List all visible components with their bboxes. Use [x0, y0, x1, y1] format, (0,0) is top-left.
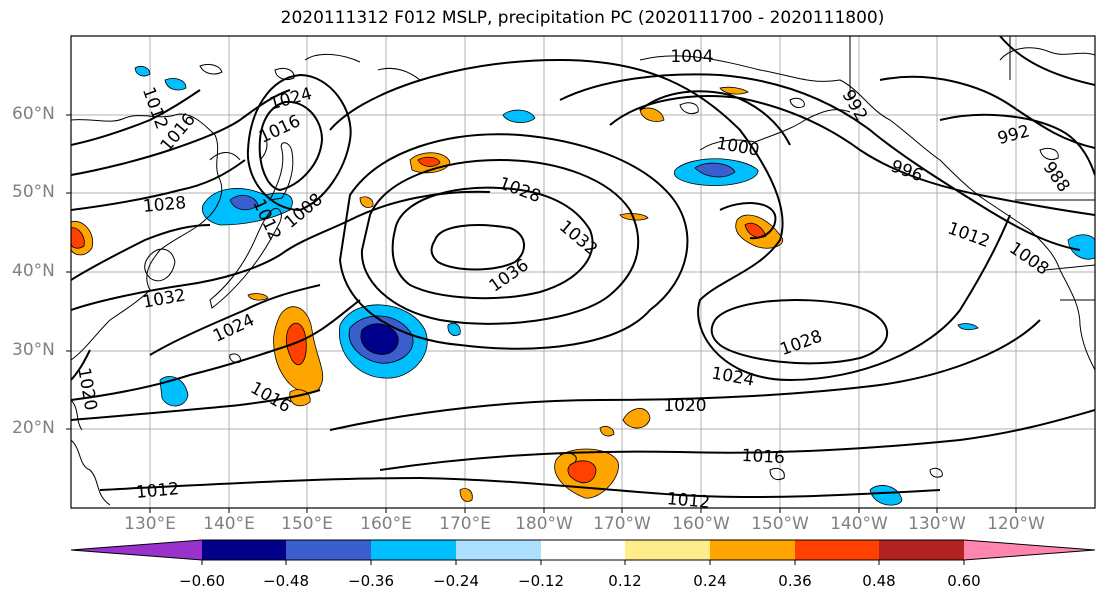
lat-label: 40°N	[12, 261, 55, 281]
colorbar-tick-label: 0.48	[862, 572, 896, 590]
colorbar-segments	[71, 540, 1095, 560]
colorbar-tick-label: −0.12	[518, 572, 564, 590]
colorbar-segment	[795, 540, 879, 560]
small-contours	[199, 63, 1059, 481]
isobars	[71, 36, 1095, 499]
isobar-label: 1012	[666, 489, 711, 513]
colorbar-segment	[456, 540, 541, 560]
colorbar-segment	[879, 540, 964, 560]
lon-label: 130°W	[908, 514, 966, 534]
isobar-label: 1004	[670, 47, 713, 67]
colorbar-segment	[541, 540, 625, 560]
colorbar-ticks	[201, 560, 965, 565]
lon-label: 150°E	[281, 514, 333, 534]
colorbar-tick-label: −0.48	[263, 572, 309, 590]
colorbar-segment	[371, 540, 456, 560]
isobar-label: 1012	[135, 479, 180, 503]
colorbar-segment	[964, 540, 1095, 560]
lon-label: 140°E	[203, 514, 255, 534]
colorbar-segment	[286, 540, 371, 560]
colorbar-tick-label: 0.24	[693, 572, 727, 590]
isobar-label: 1020	[663, 396, 706, 416]
lat-label: 20°N	[12, 418, 55, 438]
lon-label: 170°W	[593, 514, 651, 534]
colorbar-tick-label: 0.36	[778, 572, 812, 590]
colorbar-segment	[710, 540, 795, 560]
isobar-label: 1016	[741, 446, 785, 468]
colorbar-segment	[202, 540, 286, 560]
lat-label: 60°N	[12, 104, 55, 124]
map-title: 2020111312 F012 MSLP, precipitation PC (…	[280, 8, 885, 28]
lon-label: 160°E	[360, 514, 412, 534]
colorbar-segment	[625, 540, 710, 560]
lon-label: 170°E	[439, 514, 491, 534]
colorbar-tick-label: −0.36	[348, 572, 394, 590]
axis-ticks	[66, 114, 1017, 513]
colorbar-tick-label: −0.60	[179, 572, 225, 590]
colorbar-segment	[71, 540, 202, 560]
precipitation-shading	[71, 66, 1095, 506]
lon-label: 180°W	[515, 514, 573, 534]
lat-label: 30°N	[12, 340, 55, 360]
lat-label: 50°N	[12, 182, 55, 202]
lon-label: 150°W	[751, 514, 809, 534]
colorbar-tick-label: 0.60	[947, 572, 981, 590]
colorbar-tick-label: 0.12	[608, 572, 642, 590]
grid-lines	[71, 36, 1095, 508]
colorbar-tick-label: −0.24	[433, 572, 479, 590]
lon-label: 140°W	[830, 514, 888, 534]
isobar-label: 1028	[142, 193, 187, 217]
lon-label: 130°E	[124, 514, 176, 534]
lon-label: 120°W	[987, 514, 1045, 534]
lon-label: 160°W	[672, 514, 730, 534]
